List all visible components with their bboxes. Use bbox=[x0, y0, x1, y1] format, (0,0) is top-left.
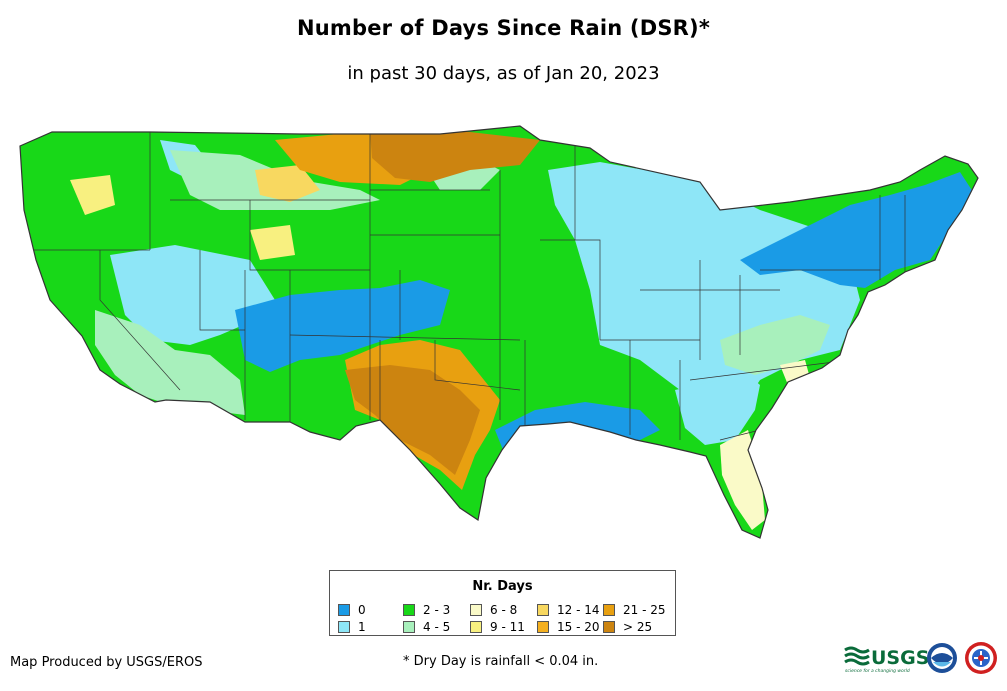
legend-swatch bbox=[603, 603, 615, 616]
legend-swatch bbox=[470, 620, 482, 633]
legend-swatch bbox=[338, 620, 350, 633]
region-dsr-9-11-wyoming bbox=[250, 225, 295, 260]
us-outline bbox=[19, 125, 979, 539]
map-subtitle: in past 30 days, as of Jan 20, 2023 bbox=[347, 63, 660, 84]
legend-label: 12 - 14 bbox=[557, 602, 600, 617]
legend-label: 4 - 5 bbox=[423, 619, 451, 634]
legend-item-12-14: 12 - 14 bbox=[537, 601, 600, 618]
legend-label: 1 bbox=[358, 619, 366, 634]
legend-label: 0 bbox=[358, 602, 366, 617]
region-dsr-6-8-florida bbox=[720, 430, 765, 530]
dsr-map bbox=[19, 125, 979, 539]
legend-column-5: 21 - 25 > 25 bbox=[603, 601, 666, 635]
legend-column-2: 2 - 3 4 - 5 bbox=[403, 601, 450, 635]
region-dsr-1-great-basin bbox=[110, 245, 275, 345]
legend-label: 2 - 3 bbox=[423, 602, 451, 617]
agency-logos: USGS science for a changing world bbox=[844, 642, 997, 674]
legend-label: 9 - 11 bbox=[490, 619, 525, 634]
region-dsr-4-5-virginia bbox=[720, 315, 830, 375]
legend-label: 21 - 25 bbox=[623, 602, 666, 617]
region-dsr-12-14-montana bbox=[255, 165, 320, 202]
map-credit: Map Produced by USGS/EROS bbox=[10, 655, 203, 670]
legend-swatch bbox=[537, 603, 549, 616]
legend-item-15-20: 15 - 20 bbox=[537, 618, 600, 635]
region-dsr-over-25-dakotas bbox=[370, 132, 540, 182]
legend-item-0: 0 bbox=[338, 601, 366, 618]
legend-item-2-3: 2 - 3 bbox=[403, 601, 450, 618]
legend-swatch bbox=[603, 620, 615, 633]
usgs-text: USGS bbox=[871, 647, 929, 669]
legend-item-9-11: 9 - 11 bbox=[470, 618, 525, 635]
legend: Nr. Days 0 1 2 - 3 4 - 5 6 - 8 9 - 11 bbox=[329, 570, 676, 636]
legend-swatch bbox=[338, 603, 350, 616]
legend-column-3: 6 - 8 9 - 11 bbox=[470, 601, 525, 635]
usgs-logo-icon: USGS science for a changing world bbox=[844, 646, 929, 674]
noaa-logo-icon bbox=[927, 643, 957, 673]
legend-item-1: 1 bbox=[338, 618, 366, 635]
map-title: Number of Days Since Rain (DSR)* bbox=[296, 16, 711, 40]
region-dsr-9-11-idaho bbox=[70, 175, 115, 215]
region-dsr-0-northeast bbox=[740, 172, 975, 288]
legend-item-over-25: > 25 bbox=[603, 618, 666, 635]
nws-logo-icon bbox=[965, 642, 997, 674]
legend-swatch bbox=[470, 603, 482, 616]
region-dsr-over-25-texas bbox=[345, 365, 480, 475]
region-dsr-0-southern-rockies bbox=[235, 280, 450, 372]
state-borders bbox=[28, 132, 906, 441]
legend-swatch bbox=[403, 620, 415, 633]
dry-day-footnote: * Dry Day is rainfall < 0.04 in. bbox=[403, 654, 599, 669]
legend-column-1: 0 1 bbox=[338, 601, 366, 635]
legend-title: Nr. Days bbox=[472, 579, 533, 594]
legend-item-4-5: 4 - 5 bbox=[403, 618, 450, 635]
region-dsr-1-southeast bbox=[675, 372, 760, 445]
legend-swatch bbox=[537, 620, 549, 633]
legend-column-4: 12 - 14 15 - 20 bbox=[537, 601, 600, 635]
legend-label: 6 - 8 bbox=[490, 602, 518, 617]
legend-swatch bbox=[403, 603, 415, 616]
usgs-tagline: science for a changing world bbox=[845, 668, 910, 674]
legend-label: > 25 bbox=[623, 619, 653, 634]
legend-item-21-25: 21 - 25 bbox=[603, 601, 666, 618]
legend-label: 15 - 20 bbox=[557, 619, 600, 634]
legend-item-6-8: 6 - 8 bbox=[470, 601, 525, 618]
